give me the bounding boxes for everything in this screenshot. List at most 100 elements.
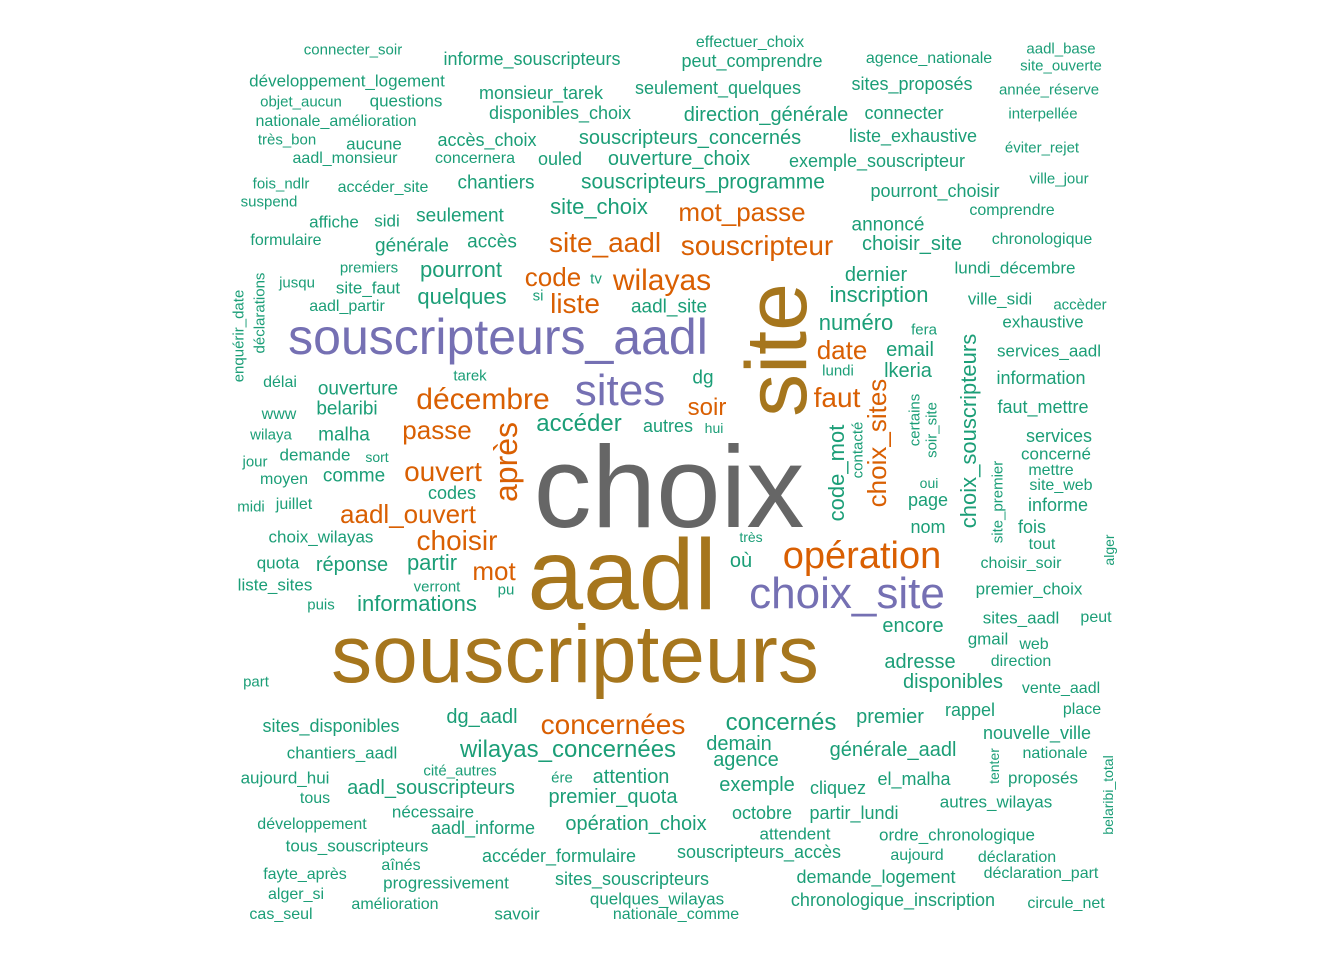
word-sort: sort [365, 449, 389, 465]
word-pu: pu [497, 581, 515, 599]
word-peut-comprendre: peut_comprendre [681, 51, 823, 71]
word-nom: nom [910, 517, 946, 537]
word-acceder: accéder [536, 410, 622, 437]
word-monsieur-tarek: monsieur_tarek [478, 83, 604, 103]
word-liste: liste [550, 288, 600, 319]
word-tv: tv [590, 270, 602, 288]
word-informe-souscripteurs: informe_souscripteurs [443, 49, 621, 69]
word-savoir: savoir [494, 904, 540, 924]
word-ordre-chronologique: ordre_chronologique [879, 825, 1035, 845]
word-tout: tout [1028, 536, 1056, 553]
word-partir-lundi: partir_lundi [809, 803, 899, 823]
word-services: services [1025, 426, 1093, 446]
word-ouvert: ouvert [404, 456, 482, 487]
word-ouverture: ouverture [317, 378, 399, 400]
word-code-mot: code_mot [824, 424, 849, 522]
word-souscripteur: souscripteur [680, 230, 834, 261]
word-premiers: premiers [339, 259, 399, 277]
word-sites-souscripteurs: sites_souscripteurs [554, 869, 710, 889]
word-progressivement: progressivement [383, 873, 509, 893]
word-mettre: mettre [1028, 462, 1074, 479]
word-formulaire: formulaire [250, 232, 322, 249]
word-cliquez: cliquez [809, 778, 867, 798]
word-autres-wilayas: autres_wilayas [939, 792, 1053, 812]
word-cite-autres: cité_autres [423, 762, 497, 780]
word-declaration-part: déclaration_part [983, 865, 1099, 882]
word-connecter: connecter [864, 103, 944, 123]
word-aines: aînés [381, 857, 421, 874]
word-concernera: concernera [434, 150, 516, 167]
word-developpement: développement [257, 816, 367, 833]
word-aadl-monsieur: aadl_monsieur [292, 150, 398, 167]
word-sites: sites [574, 366, 666, 415]
word-pourront-choisir: pourront_choisir [870, 181, 1000, 201]
word-lkeria: lkeria [884, 360, 932, 382]
word-date: date [816, 335, 868, 365]
word-demande-logement: demande_logement [796, 867, 956, 887]
word-choix-souscripteurs: choix_souscripteurs [956, 333, 981, 529]
word-disponibles: disponibles [902, 671, 1004, 693]
word-informations: informations [357, 591, 477, 616]
word-sites-disponibles: sites_disponibles [262, 716, 400, 736]
word-aadl-ouvert: aadl_ouvert [340, 499, 476, 529]
word-contacte: contacté [849, 421, 867, 479]
word-comprendre: comprendre [969, 202, 1055, 219]
word-site-ouverte: site_ouverte [1020, 57, 1102, 75]
word-operation-choix: opération_choix [565, 813, 707, 835]
word-reponse: réponse [315, 554, 389, 576]
word-inscription: inscription [829, 282, 929, 307]
word-cas-seul: cas_seul [249, 906, 313, 923]
word-dg: dg [692, 367, 714, 389]
word-email: email [886, 339, 934, 361]
word-codes: codes [427, 483, 477, 503]
word-concernes: concernés [725, 709, 837, 736]
word-site-premier: site_premier [989, 460, 1007, 544]
word-nationale-comme: nationale_comme [612, 906, 740, 923]
word-web: web [1019, 636, 1049, 653]
word-tarek: tarek [453, 367, 487, 385]
word-aadl-informe: aadl_informe [430, 818, 536, 838]
word-liste-exhaustive: liste_exhaustive [848, 126, 978, 146]
word-connecter-soir: connecter_soir [303, 41, 403, 59]
word-aadl-site: aadl_site [630, 296, 708, 318]
word-ou: où [729, 550, 753, 572]
word-annee-reserve: année_réserve [998, 81, 1100, 99]
word-chronologique: chronologique [991, 231, 1093, 248]
word-chantiers: chantiers [457, 172, 535, 194]
word-wilayas-concernees: wilayas_concernées [459, 736, 677, 763]
word-adresse: adresse [884, 651, 956, 673]
word-sites-aadl: sites_aadl [982, 608, 1060, 628]
word-ere: ére [551, 769, 573, 787]
word-generale-aadl: générale_aadl [829, 739, 957, 761]
word-aucune: aucune [346, 134, 402, 154]
word-eviter-rejet: éviter_rejet [1004, 139, 1080, 157]
word-partir: partir [406, 550, 458, 575]
word-aadl-souscripteurs: aadl_souscripteurs [347, 777, 515, 799]
word-tres: très [739, 529, 763, 545]
word-part: part [243, 673, 269, 691]
word-souscripteurs-concernes: souscripteurs_concernés [578, 127, 802, 149]
word-site: site [729, 283, 825, 417]
word-souscripteurs-aadl: souscripteurs_aadl [288, 309, 708, 365]
word-nationale: nationale [1022, 745, 1088, 762]
word-alger: alger [1101, 534, 1117, 566]
word-aujourd-hui: aujourd_hui [240, 768, 330, 788]
word-code: code [524, 262, 582, 292]
word-acceder-formulaire: accéder_formulaire [481, 846, 637, 866]
word-interpellee: interpellée [1008, 105, 1078, 123]
word-soir: soir [687, 394, 727, 421]
word-decembre: décembre [416, 383, 550, 416]
word-premier-choix: premier_choix [975, 579, 1083, 599]
word-faut-mettre: faut_mettre [997, 397, 1089, 417]
word-ouled: ouled [537, 149, 583, 169]
word-souscripteurs: souscripteurs [331, 609, 819, 700]
word-jour: jour [242, 453, 268, 471]
word-premier: premier [856, 706, 924, 728]
word-souscripteurs-programme: souscripteurs_programme [581, 170, 825, 194]
word-aadl-base: aadl_base [1026, 40, 1096, 58]
word-vente-aadl: vente_aadl [1021, 680, 1101, 697]
word-lundi-decembre: lundi_décembre [954, 258, 1076, 278]
word-seulement: seulement [416, 205, 504, 227]
word-developpement-logement: développement_logement [249, 71, 445, 91]
